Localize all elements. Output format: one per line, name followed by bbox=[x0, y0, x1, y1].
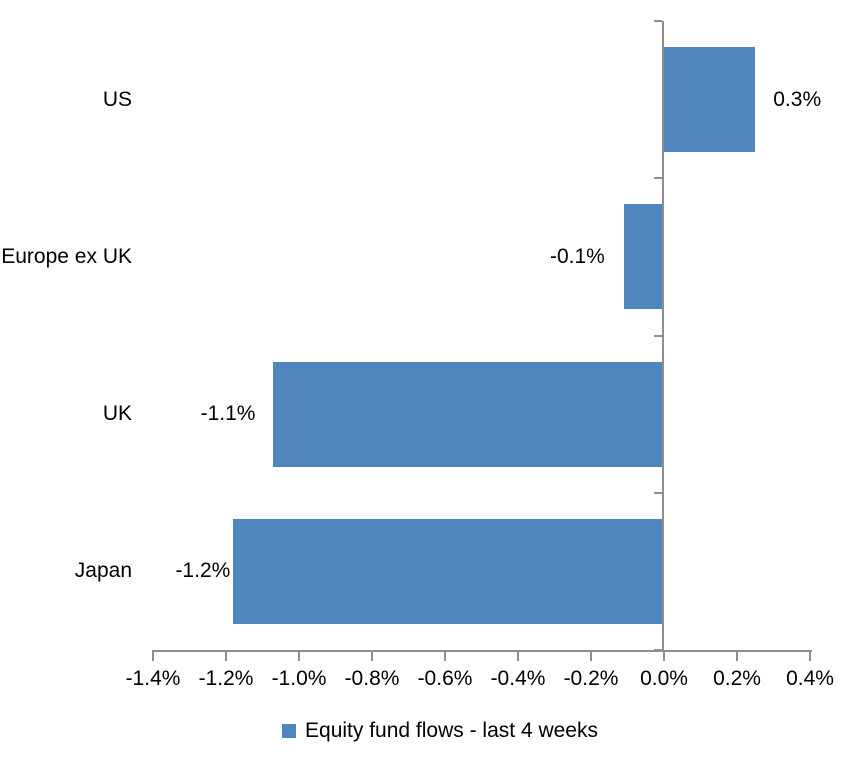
x-axis-tick-label: -1.4% bbox=[125, 667, 181, 690]
x-axis-tick-label: 0.4% bbox=[786, 667, 834, 690]
x-axis-tick-label: -0.2% bbox=[563, 667, 619, 690]
legend-swatch bbox=[282, 724, 297, 738]
category-axis-tick bbox=[654, 177, 662, 180]
legend-label: Equity fund flows - last 4 weeks bbox=[305, 719, 598, 742]
data-label-uk: -1.1% bbox=[200, 402, 256, 426]
y-axis-line bbox=[662, 21, 664, 650]
x-axis-tick-label: 0.0% bbox=[640, 667, 688, 690]
x-axis-tick bbox=[736, 650, 738, 661]
x-axis-tick-label: -0.6% bbox=[417, 667, 473, 690]
bar-europe-ex-uk bbox=[623, 204, 664, 310]
category-label-europe-ex-uk: Europe ex UK bbox=[1, 244, 132, 268]
data-label-us: 0.3% bbox=[773, 87, 822, 111]
x-axis-tick-label: -0.8% bbox=[344, 667, 400, 690]
category-axis-tick bbox=[654, 20, 662, 22]
x-axis-tick-label: 0.2% bbox=[713, 667, 761, 690]
bar-japan bbox=[233, 518, 664, 624]
bar-uk bbox=[273, 361, 664, 467]
x-axis-tick bbox=[152, 650, 154, 661]
category-axis-tick bbox=[654, 491, 662, 494]
x-axis-tick bbox=[444, 650, 446, 661]
category-axis-tick bbox=[654, 334, 662, 337]
x-axis-line bbox=[153, 650, 812, 652]
x-axis-tick bbox=[298, 650, 300, 661]
x-axis-tick-label: -0.4% bbox=[490, 667, 546, 690]
x-axis-tick bbox=[225, 650, 227, 661]
category-label-uk: UK bbox=[102, 402, 132, 426]
x-axis-tick bbox=[517, 650, 519, 661]
x-axis-tick-label: -1.2% bbox=[198, 667, 254, 690]
legend: Equity fund flows - last 4 weeks bbox=[14, 717, 852, 745]
x-axis-tick bbox=[371, 650, 373, 661]
category-label-us: US bbox=[102, 87, 132, 111]
x-axis-tick bbox=[590, 650, 592, 661]
x-axis-tick bbox=[663, 650, 665, 661]
data-label-japan: -1.2% bbox=[175, 559, 231, 583]
x-axis-tick-label: -1.0% bbox=[271, 667, 327, 690]
category-label-japan: Japan bbox=[74, 559, 132, 583]
bar-us bbox=[664, 47, 756, 153]
x-axis-tick bbox=[809, 650, 811, 661]
data-label-europe-ex-uk: -0.1% bbox=[549, 244, 605, 268]
